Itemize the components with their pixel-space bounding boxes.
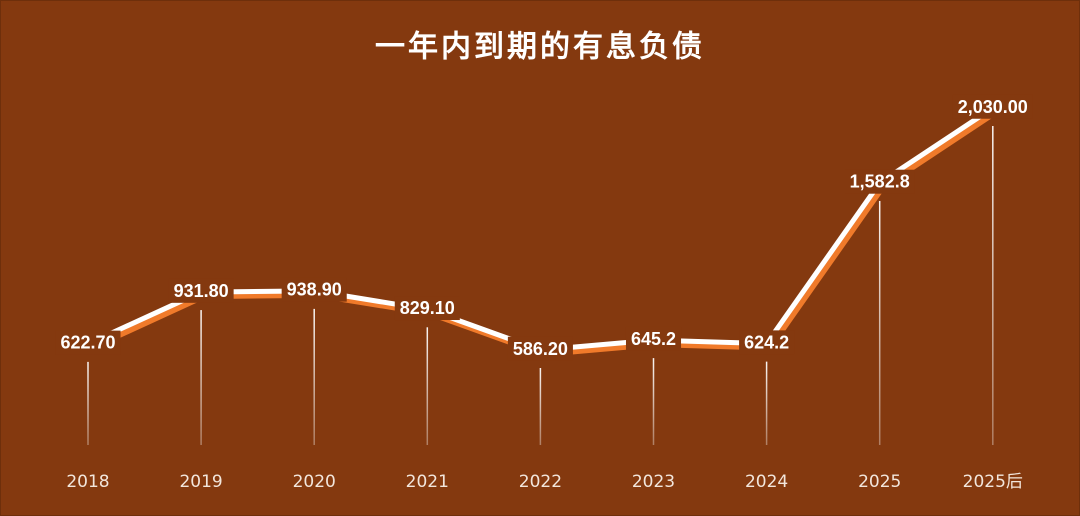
drop-line (426, 327, 429, 445)
drop-line (87, 361, 89, 445)
drop-line (765, 361, 768, 445)
value-label: 586.20 (513, 339, 568, 359)
value-label-bg (394, 296, 460, 321)
x-tick-label: 2018 (66, 472, 109, 492)
value-label-bg (281, 277, 347, 302)
chart-title: 一年内到期的有息负债 (375, 30, 705, 65)
drop-line (878, 200, 881, 445)
value-label-bg (507, 336, 573, 361)
x-tick-label: 2025后 (963, 472, 1023, 492)
value-label: 1,582.8 (850, 172, 910, 192)
value-label-bg (952, 94, 1033, 119)
value-label: 624.2 (744, 332, 789, 352)
x-tick-label: 2025 (858, 472, 901, 492)
value-label: 829.10 (400, 298, 455, 318)
x-tick-label: 2024 (745, 472, 788, 492)
x-tick-label: 2022 (519, 472, 562, 492)
x-tick-label: 2023 (632, 472, 675, 492)
drop-line (539, 368, 542, 445)
x-tick-label: 2021 (406, 472, 449, 492)
value-label-bg (739, 330, 795, 355)
x-tick-label: 2019 (179, 472, 222, 492)
value-label-bg (55, 330, 121, 355)
value-label: 2,030.00 (958, 97, 1028, 117)
value-label: 645.2 (631, 329, 676, 349)
value-label: 938.90 (287, 280, 342, 300)
value-label: 931.80 (174, 281, 229, 301)
drop-line (313, 308, 315, 445)
value-label-bg (844, 169, 915, 194)
value-label-bg (625, 326, 682, 351)
value-label: 622.70 (60, 333, 115, 353)
x-tick-label: 2020 (293, 472, 336, 492)
drop-line (200, 310, 202, 445)
value-label-bg (168, 278, 234, 303)
drop-line (652, 358, 655, 445)
drop-line (992, 126, 994, 445)
